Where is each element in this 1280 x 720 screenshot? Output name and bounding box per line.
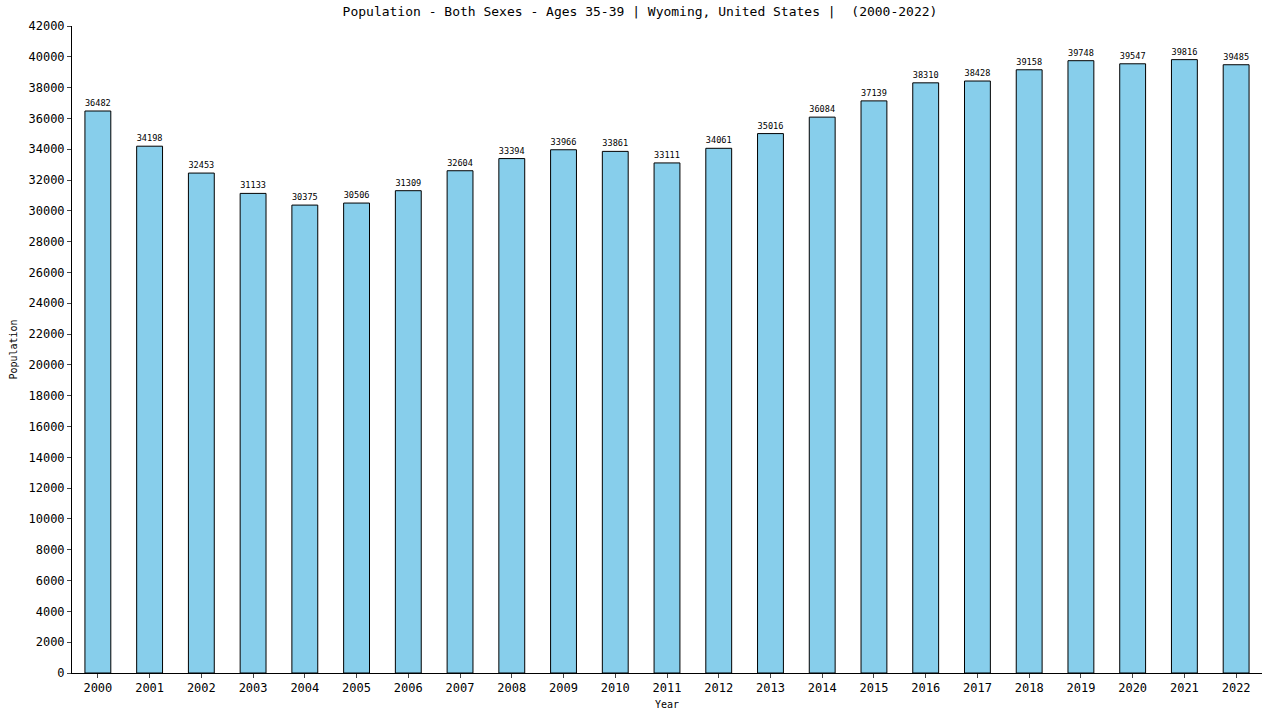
svg-text:39158: 39158	[1016, 57, 1042, 67]
svg-text:0: 0	[57, 666, 64, 680]
svg-text:12000: 12000	[28, 481, 64, 495]
svg-text:2000: 2000	[36, 635, 65, 649]
svg-text:2015: 2015	[860, 681, 889, 695]
svg-text:30375: 30375	[292, 192, 318, 202]
svg-text:2017: 2017	[963, 681, 992, 695]
svg-text:34198: 34198	[137, 133, 163, 143]
svg-text:38000: 38000	[28, 81, 64, 95]
svg-text:10000: 10000	[28, 512, 64, 526]
svg-text:32604: 32604	[447, 158, 473, 168]
svg-text:2020: 2020	[1118, 681, 1147, 695]
svg-text:16000: 16000	[28, 420, 64, 434]
svg-text:6000: 6000	[36, 574, 65, 588]
svg-text:39547: 39547	[1120, 51, 1146, 61]
svg-text:4000: 4000	[36, 605, 65, 619]
svg-text:2001: 2001	[135, 681, 164, 695]
svg-text:2007: 2007	[446, 681, 475, 695]
svg-text:42000: 42000	[28, 19, 64, 33]
svg-text:2000: 2000	[83, 681, 112, 695]
svg-text:2016: 2016	[911, 681, 940, 695]
svg-text:Population: Population	[8, 319, 19, 379]
svg-text:2005: 2005	[342, 681, 371, 695]
svg-text:33111: 33111	[654, 150, 680, 160]
svg-text:40000: 40000	[28, 50, 64, 64]
svg-text:28000: 28000	[28, 235, 64, 249]
svg-text:26000: 26000	[28, 266, 64, 280]
svg-text:32453: 32453	[188, 160, 214, 170]
svg-text:36482: 36482	[85, 98, 111, 108]
svg-text:2002: 2002	[187, 681, 216, 695]
svg-text:2009: 2009	[549, 681, 578, 695]
svg-text:38428: 38428	[965, 68, 991, 78]
svg-text:Year: Year	[655, 699, 679, 710]
svg-text:2006: 2006	[394, 681, 423, 695]
svg-text:34061: 34061	[706, 135, 732, 145]
svg-text:30000: 30000	[28, 204, 64, 218]
svg-text:33861: 33861	[602, 138, 628, 148]
svg-text:31133: 31133	[240, 180, 266, 190]
svg-text:36000: 36000	[28, 112, 64, 126]
svg-text:39485: 39485	[1223, 52, 1249, 62]
svg-text:2013: 2013	[756, 681, 785, 695]
svg-text:8000: 8000	[36, 543, 65, 557]
svg-text:2014: 2014	[808, 681, 837, 695]
svg-text:2022: 2022	[1222, 681, 1251, 695]
svg-text:38310: 38310	[913, 70, 939, 80]
svg-text:31309: 31309	[395, 178, 421, 188]
svg-text:2003: 2003	[239, 681, 268, 695]
svg-text:18000: 18000	[28, 389, 64, 403]
svg-text:2011: 2011	[653, 681, 682, 695]
svg-text:39748: 39748	[1068, 48, 1094, 58]
svg-text:2004: 2004	[290, 681, 319, 695]
svg-text:33394: 33394	[499, 146, 525, 156]
svg-text:20000: 20000	[28, 358, 64, 372]
svg-text:24000: 24000	[28, 296, 64, 310]
svg-text:2021: 2021	[1170, 681, 1199, 695]
svg-text:39816: 39816	[1171, 47, 1197, 57]
svg-text:2019: 2019	[1066, 681, 1095, 695]
svg-text:30506: 30506	[344, 190, 370, 200]
svg-text:32000: 32000	[28, 173, 64, 187]
svg-text:35016: 35016	[758, 121, 784, 131]
svg-text:2012: 2012	[704, 681, 733, 695]
svg-text:34000: 34000	[28, 142, 64, 156]
svg-text:37139: 37139	[861, 88, 887, 98]
svg-text:22000: 22000	[28, 327, 64, 341]
svg-text:Population - Both Sexes - Ages: Population - Both Sexes - Ages 35-39 | W…	[343, 4, 938, 19]
svg-text:2010: 2010	[601, 681, 630, 695]
svg-text:36084: 36084	[809, 104, 835, 114]
svg-text:2018: 2018	[1015, 681, 1044, 695]
svg-text:14000: 14000	[28, 451, 64, 465]
svg-text:33966: 33966	[551, 137, 577, 147]
svg-text:2008: 2008	[497, 681, 526, 695]
